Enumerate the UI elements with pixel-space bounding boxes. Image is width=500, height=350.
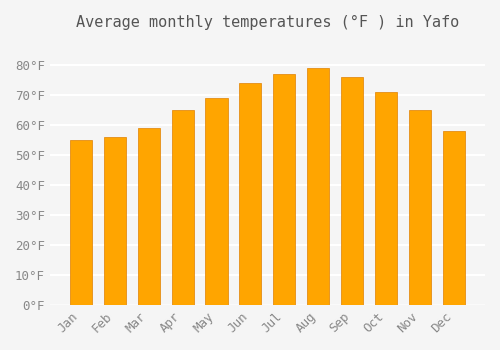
- Bar: [274, 74, 295, 305]
- Title: Average monthly temperatures (°F ) in Yafo: Average monthly temperatures (°F ) in Ya…: [76, 15, 459, 30]
- Bar: [138, 128, 160, 305]
- Bar: [308, 68, 330, 305]
- Bar: [375, 92, 398, 305]
- Bar: [409, 110, 432, 305]
- Bar: [172, 110, 194, 305]
- Bar: [240, 83, 262, 305]
- Bar: [342, 77, 363, 305]
- Bar: [206, 98, 228, 305]
- Bar: [443, 131, 465, 305]
- Bar: [104, 137, 126, 305]
- Bar: [70, 140, 92, 305]
